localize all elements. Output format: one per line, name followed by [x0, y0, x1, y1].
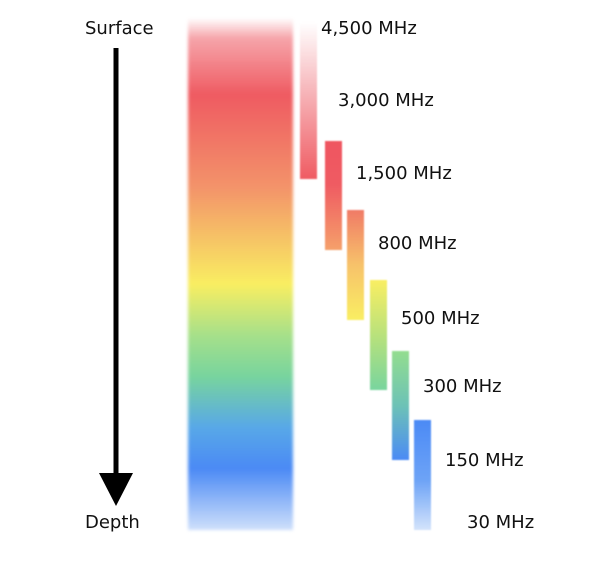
freq-label-500mhz: 500 MHz	[401, 308, 480, 329]
surface-label: Surface	[85, 18, 154, 39]
freq-label-1500mhz: 1,500 MHz	[356, 163, 452, 184]
spectrum-gradient-bar	[188, 18, 293, 530]
band-bar-300mhz	[392, 351, 409, 460]
band-bar-4500mhz	[300, 22, 317, 179]
freq-label-150mhz: 150 MHz	[445, 450, 524, 471]
depth-label: Depth	[85, 512, 140, 533]
depth-arrow-icon	[99, 48, 133, 506]
freq-label-4500mhz: 4,500 MHz	[321, 18, 417, 39]
freq-label-3000mhz: 3,000 MHz	[338, 90, 434, 111]
freq-label-30mhz: 30 MHz	[467, 512, 535, 533]
freq-label-300mhz: 300 MHz	[423, 376, 502, 397]
band-bar-1500mhz	[325, 141, 342, 250]
freq-label-800mhz: 800 MHz	[378, 233, 457, 254]
band-bar-500mhz	[370, 280, 387, 390]
band-bar-800mhz	[347, 210, 364, 320]
band-bar-150mhz	[414, 420, 431, 530]
